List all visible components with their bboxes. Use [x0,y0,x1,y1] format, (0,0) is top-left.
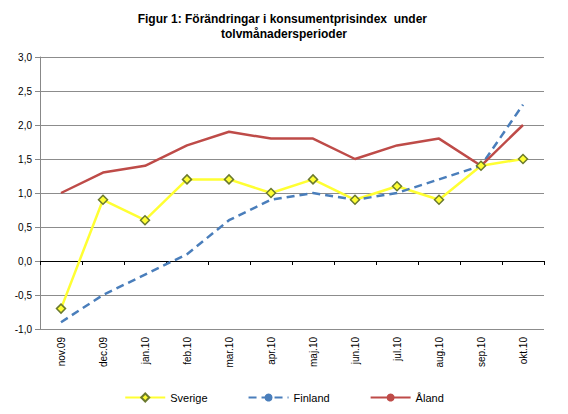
svg-text:-0,5: -0,5 [15,290,33,301]
svg-text:dec.09: dec.09 [98,337,109,367]
svg-text:feb.10: feb.10 [182,337,193,365]
svg-text:mar.10: mar.10 [224,337,235,368]
svg-text:nov.09: nov.09 [56,337,67,367]
svg-text:aug.10: aug.10 [434,337,445,368]
svg-text:Åland: Åland [416,392,444,404]
svg-text:0,0: 0,0 [18,256,32,267]
svg-text:-1,0: -1,0 [15,324,33,335]
svg-text:apr.10: apr.10 [266,337,277,365]
svg-text:okt.10: okt.10 [518,337,529,365]
svg-text:jul.10: jul.10 [392,337,403,362]
svg-text:jan.10: jan.10 [140,337,151,366]
svg-text:2,5: 2,5 [18,86,32,97]
svg-text:Finland: Finland [294,392,330,404]
svg-text:Sverige: Sverige [170,392,207,404]
svg-text:2,0: 2,0 [18,120,32,131]
svg-text:Figur 1: Förändringar i konsum: Figur 1: Förändringar i konsumentprisind… [138,12,431,26]
svg-text:1,0: 1,0 [18,188,32,199]
svg-text:1,5: 1,5 [18,154,32,165]
svg-text:3,0: 3,0 [18,52,32,63]
svg-text:0,5: 0,5 [18,222,32,233]
svg-text:jun.10: jun.10 [350,337,361,366]
svg-text:sep.10: sep.10 [476,337,487,367]
svg-text:maj.10: maj.10 [308,337,319,367]
svg-text:tolvmånadersperioder: tolvmånadersperioder [221,27,347,41]
